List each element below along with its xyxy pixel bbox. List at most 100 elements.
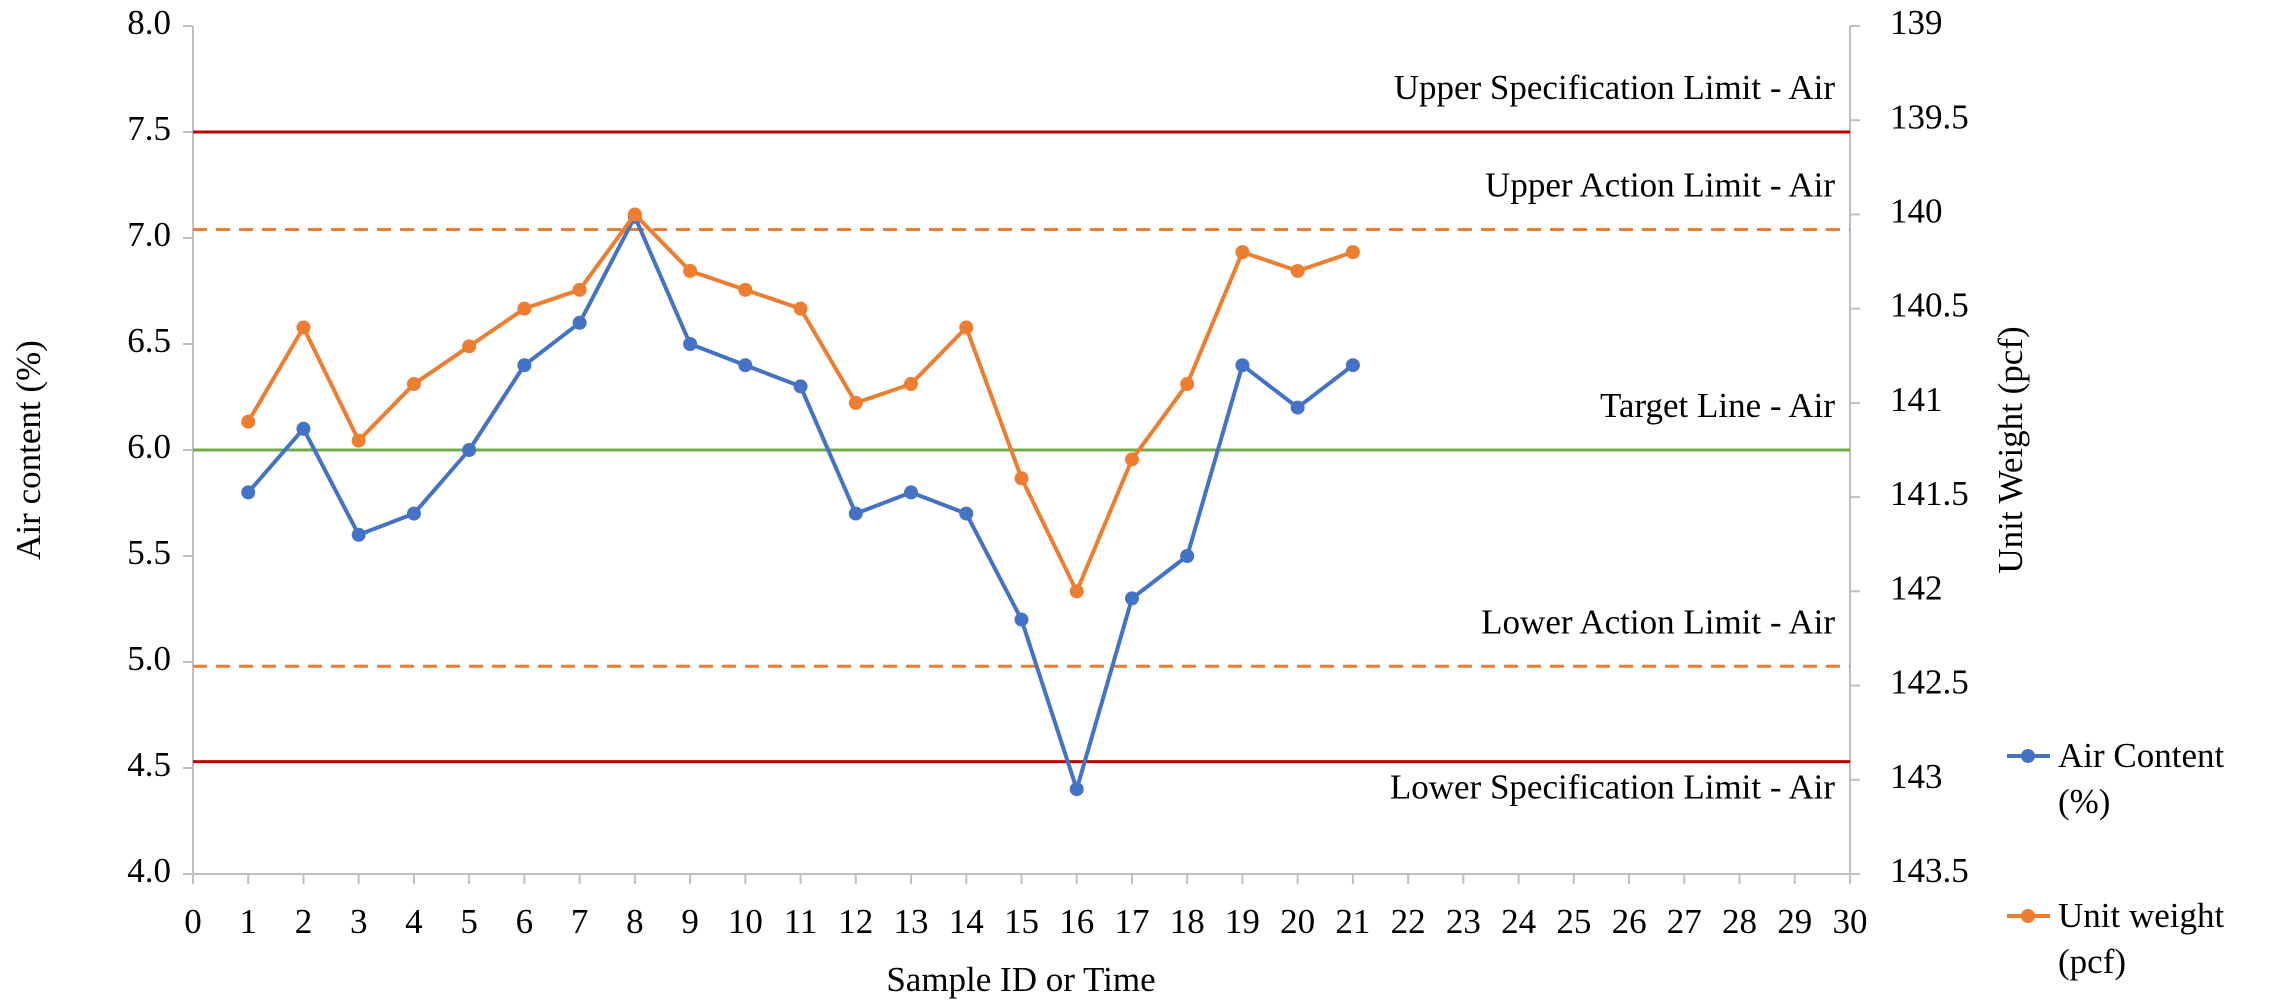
data-point <box>1345 245 1360 260</box>
x-tick-label: 11 <box>784 902 818 941</box>
data-point <box>1180 377 1195 392</box>
data-point <box>572 282 587 297</box>
data-point <box>683 337 698 351</box>
x-tick-label: 18 <box>1170 902 1205 941</box>
y2-tick-label: 140 <box>1890 191 1943 230</box>
x-tick-label: 30 <box>1833 902 1868 941</box>
data-point <box>738 358 753 373</box>
data-point <box>406 506 421 521</box>
y2-tick-label: 139.5 <box>1890 97 1969 136</box>
data-point <box>406 377 421 392</box>
data-point <box>296 320 311 335</box>
data-point <box>959 320 974 335</box>
data-point <box>462 443 477 457</box>
data-point <box>572 315 587 330</box>
x-tick-label: 12 <box>838 902 873 941</box>
x-tick-label: 13 <box>894 902 929 941</box>
data-point <box>241 414 256 429</box>
x-tick-label: 4 <box>405 902 423 941</box>
data-point <box>793 379 808 394</box>
x-tick-label: 22 <box>1391 902 1426 941</box>
y2-tick-label: 142 <box>1890 568 1943 607</box>
y-tick-label: 4.5 <box>127 745 171 784</box>
legend-marker <box>2021 909 2035 923</box>
y2-tick-label: 141 <box>1890 380 1943 419</box>
data-point <box>1014 612 1029 627</box>
data-point <box>904 377 919 392</box>
data-point <box>1235 245 1250 260</box>
data-point <box>1180 549 1195 563</box>
data-point <box>1014 471 1029 486</box>
y-tick-label: 8.0 <box>127 3 171 42</box>
x-tick-label: 25 <box>1556 902 1591 941</box>
x-tick-label: 23 <box>1446 902 1481 941</box>
y-tick-label: 6.5 <box>127 321 171 360</box>
data-point <box>351 527 366 542</box>
data-point <box>517 301 532 316</box>
data-point <box>1124 591 1139 606</box>
x-tick-label: 24 <box>1501 902 1536 941</box>
y2-tick-label: 143 <box>1890 757 1943 796</box>
reference-label: Target Line - Air <box>1600 386 1835 425</box>
data-point <box>1345 358 1360 373</box>
x-tick-label: 20 <box>1280 902 1315 941</box>
data-point <box>517 358 532 373</box>
x-tick-label: 7 <box>571 902 589 941</box>
data-point <box>241 485 256 500</box>
x-tick-label: 17 <box>1114 902 1149 941</box>
y2-tick-label: 140.5 <box>1890 286 1969 325</box>
y2-tick-label: 139 <box>1890 3 1943 42</box>
x-tick-label: 15 <box>1004 902 1039 941</box>
x-tick-label: 14 <box>949 902 984 941</box>
x-tick-label: 27 <box>1667 902 1702 941</box>
x-tick-label: 2 <box>295 902 313 941</box>
x-axis-title: Sample ID or Time <box>886 960 1155 999</box>
y-tick-label: 5.0 <box>127 639 171 678</box>
data-point <box>848 506 863 521</box>
y2-tick-label: 143.5 <box>1890 851 1969 890</box>
y-tick-label: 5.5 <box>127 533 171 572</box>
reference-label: Upper Action Limit - Air <box>1485 166 1835 205</box>
x-tick-label: 21 <box>1335 902 1370 941</box>
x-tick-label: 16 <box>1059 902 1094 941</box>
x-tick-label: 26 <box>1612 902 1647 941</box>
y-tick-label: 6.0 <box>127 427 171 466</box>
data-point <box>738 282 753 297</box>
data-point <box>959 506 974 521</box>
x-tick-label: 0 <box>184 902 202 941</box>
data-point <box>904 485 919 500</box>
data-point <box>848 395 863 410</box>
data-point <box>1124 452 1139 467</box>
legend-marker <box>2021 749 2035 763</box>
series-line <box>246 212 1354 594</box>
x-tick-label: 5 <box>460 902 478 941</box>
data-point <box>1235 358 1250 373</box>
data-point <box>1290 263 1305 278</box>
legend-label: Air Content (%) <box>2058 736 2225 821</box>
x-tick-label: 8 <box>626 902 644 941</box>
x-tick-label: 6 <box>516 902 534 941</box>
data-point <box>1069 782 1084 797</box>
x-tick-label: 9 <box>681 902 699 941</box>
data-point <box>462 339 477 354</box>
x-tick-label: 19 <box>1225 902 1260 941</box>
y-tick-label: 7.5 <box>127 109 171 148</box>
x-tick-label: 10 <box>728 902 763 941</box>
data-point <box>627 207 642 222</box>
reference-label: Lower Action Limit - Air <box>1481 602 1835 641</box>
x-tick-label: 29 <box>1777 902 1812 941</box>
data-point <box>351 433 366 448</box>
data-point <box>683 263 698 278</box>
x-tick-label: 28 <box>1722 902 1757 941</box>
y2-axis-title: Unit Weight (pcf) <box>1991 326 2030 573</box>
y-axis-title: Air content (%) <box>9 340 48 560</box>
legend-label: Unit weight (pcf) <box>2058 896 2225 981</box>
data-point <box>1069 584 1084 599</box>
x-tick-label: 1 <box>239 902 257 941</box>
y-tick-label: 4.0 <box>127 851 171 890</box>
data-point <box>1290 400 1305 415</box>
y2-tick-label: 142.5 <box>1890 663 1969 702</box>
reference-label: Lower Specification Limit - Air <box>1390 768 1836 807</box>
